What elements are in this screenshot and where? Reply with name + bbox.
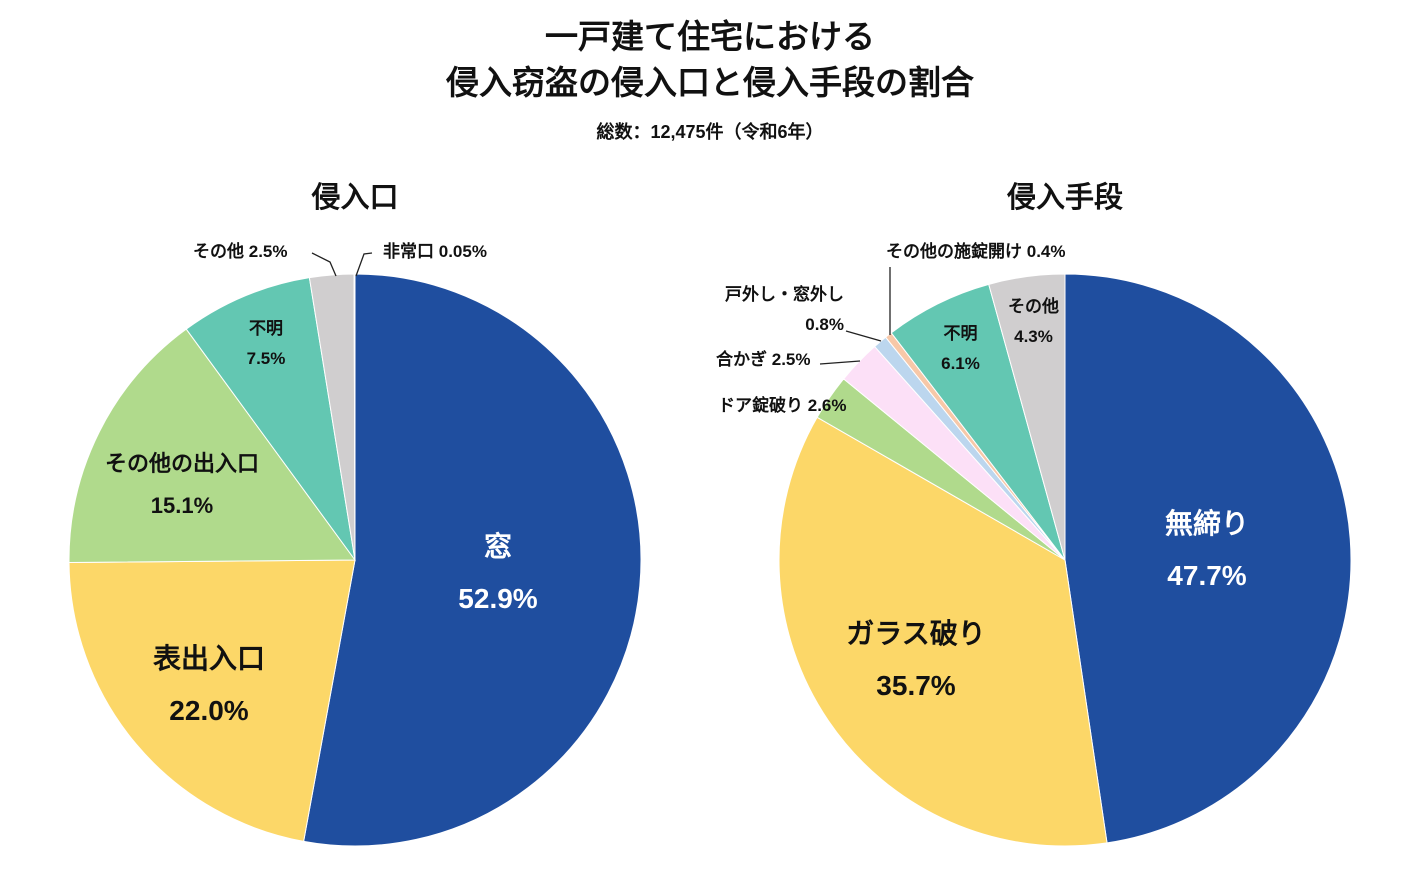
label-left-unknown: 不明 7.5%: [246, 319, 286, 368]
label-other-entrance: その他の出入口 15.1%: [104, 451, 259, 518]
label-spare-key: 合かぎ 2.5%: [716, 350, 811, 369]
leader-line-right-door-removal: [845, 330, 882, 342]
label-unlocked: 無締り 47.7%: [1164, 508, 1249, 591]
pie-slice-0-0: [303, 273, 642, 847]
label-left-other: その他 2.5%: [193, 242, 288, 261]
label-glass-breaking: ガラス破り 35.7%: [846, 618, 986, 701]
leader-line-left-other: [311, 252, 337, 277]
chart-subtitle: 総数：12,475件（令和6年）: [596, 122, 824, 142]
leader-line-right-spare-key: [819, 360, 861, 365]
label-door-lock-breaking: ドア錠破り 2.6%: [718, 396, 847, 415]
pie-slice-1-0: [1064, 273, 1352, 844]
pie-entry-point: [68, 273, 642, 847]
label-right-other: その他 4.3%: [1008, 297, 1059, 346]
pie-slice-1-1: [778, 416, 1108, 847]
pie-entry-method: [778, 273, 1352, 847]
pie-slice-0-2: [68, 328, 356, 563]
pie-slice-0-3: [185, 277, 356, 561]
pie-title-entry-method: 侵入手段: [1006, 182, 1123, 214]
label-other-unlocking: その他の施錠開け 0.4%: [886, 242, 1066, 261]
leader-line-left-emergency: [355, 252, 373, 277]
pie-slice-1-7: [988, 273, 1066, 561]
label-front-entrance: 表出入口 22.0%: [152, 643, 265, 726]
label-window: 窓 52.9%: [458, 531, 538, 614]
pie-slice-0-5: [353, 273, 356, 561]
pie-title-entry-point: 侵入口: [311, 182, 399, 214]
chart-title-line1: 一戸建て住宅における: [545, 18, 875, 55]
label-door-window-removal: 戸外し・窓外し 0.8%: [725, 285, 844, 334]
pie-slice-0-1: [68, 559, 356, 842]
label-emergency-exit: 非常口 0.05%: [383, 242, 487, 261]
label-right-unknown: 不明 6.1%: [941, 324, 980, 373]
chart-title-line2: 侵入窃盗の侵入口と侵入手段の割合: [446, 64, 974, 101]
